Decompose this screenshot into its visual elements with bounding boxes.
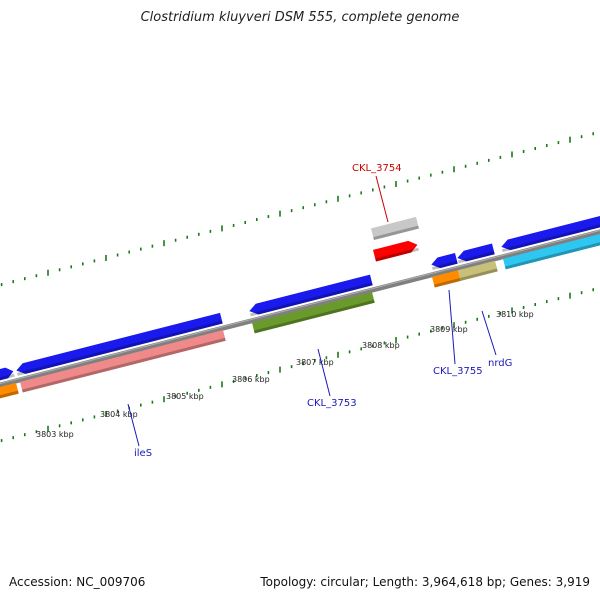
gene-ckl-3753 — [252, 292, 375, 334]
accession-text: Accession: NC_009706 — [9, 575, 146, 589]
leader-line-ckl-3755 — [448, 289, 456, 365]
kbp-tick-label: 3803 kbp — [36, 430, 74, 439]
gene-blue-small-body — [431, 252, 458, 269]
gene-blue-small-2-shadow — [457, 251, 495, 264]
gene-orange-far-left-body — [0, 382, 19, 401]
gene-blue-middle-shadow — [249, 282, 373, 317]
leader-line-nrdg — [481, 310, 497, 356]
lower-tick-row — [0, 288, 595, 443]
gene-blue-right — [501, 212, 600, 253]
gene-blue-middle-body — [249, 274, 373, 315]
label-layer: 3803 kbp 3804 kbp 3805 kbp 3806 kbp 3807 kbp… — [36, 163, 534, 459]
kbp-tick-label: 3807 kbp — [296, 358, 334, 367]
genome-backbone — [0, 229, 600, 388]
gene-blue-far-left-shadow — [0, 373, 15, 383]
gene-ckl-3753-body — [252, 292, 375, 334]
gene-ckl-3755-body — [432, 270, 461, 288]
gene-ckl-3753-shadow — [253, 299, 375, 334]
gene-ckl-3755-shadow — [433, 277, 461, 288]
gene-ckl-3754-red-shadow — [375, 247, 419, 262]
gene-label-ckl-3755: CKL_3755 — [433, 366, 483, 377]
gene-label-iles: ileS — [134, 448, 152, 459]
gene-blue-left-body — [16, 312, 223, 374]
kbp-tick-label: 3804 kbp — [100, 410, 138, 419]
map-title: Clostridium kluyveri DSM 555, complete g… — [140, 10, 460, 25]
gene-ckl-3754-grey-shadow — [373, 225, 419, 241]
leader-line-ckl-3754 — [375, 175, 389, 223]
gene-ckl-3754-grey-body — [371, 216, 419, 241]
gene-nrd-g-body — [458, 260, 498, 281]
gene-blue-left-shadow — [16, 320, 223, 376]
genome-stats-text: Topology: circular; Length: 3,964,618 bp… — [260, 575, 590, 589]
gene-blue-small-shadow — [431, 260, 458, 271]
kbp-tick-label: 3809 kbp — [430, 325, 468, 334]
gene-blue-far-left — [0, 367, 15, 383]
gene-cyan-right-body — [503, 230, 600, 270]
gene-nrd-g — [458, 260, 498, 281]
tick-layer — [0, 132, 595, 443]
kbp-tick-label: 3806 kbp — [232, 375, 270, 384]
kbp-tick-label: 3810 kbp — [496, 310, 534, 319]
gene-blue-middle — [249, 274, 373, 317]
kbp-tick-label: 3805 kbp — [166, 392, 204, 401]
gene-blue-right-body — [501, 212, 600, 251]
gene-nrd-g-shadow — [459, 268, 498, 281]
gene-ckl-3755 — [432, 270, 461, 288]
gene-ile-s-body — [20, 330, 226, 393]
gene-ile-s — [20, 330, 226, 393]
gene-label-ckl-3753: CKL_3753 — [307, 398, 357, 409]
gene-ckl-3754-grey — [371, 216, 419, 241]
gene-blue-small — [431, 252, 458, 271]
kbp-tick-label: 3808 kbp — [362, 341, 400, 350]
leader-line-iles — [127, 403, 140, 447]
gene-label-nrdg: nrdG — [488, 358, 512, 369]
genome-backbone-highlight — [0, 229, 600, 385]
gene-orange-far-left-shadow — [0, 390, 19, 401]
gene-blue-left — [16, 312, 223, 376]
upper-tick-row — [0, 132, 595, 287]
gene-blue-small-2-body — [457, 243, 495, 262]
feature-layer — [0, 212, 600, 401]
gene-cyan-right — [503, 230, 600, 270]
gene-cyan-right-shadow — [504, 237, 600, 270]
backbone-layer — [0, 229, 600, 388]
gene-ckl-3754-red-body — [373, 240, 418, 262]
gene-ckl-3754-red — [373, 240, 419, 262]
gene-blue-far-left-body — [0, 367, 14, 383]
gene-ile-s-shadow — [21, 337, 226, 393]
gene-blue-small-2 — [457, 243, 495, 264]
gene-label-ckl-3754: CKL_3754 — [352, 163, 402, 174]
leader-line-ckl-3753 — [317, 348, 331, 397]
gene-orange-far-left — [0, 382, 19, 401]
gene-blue-right-shadow — [501, 219, 600, 253]
